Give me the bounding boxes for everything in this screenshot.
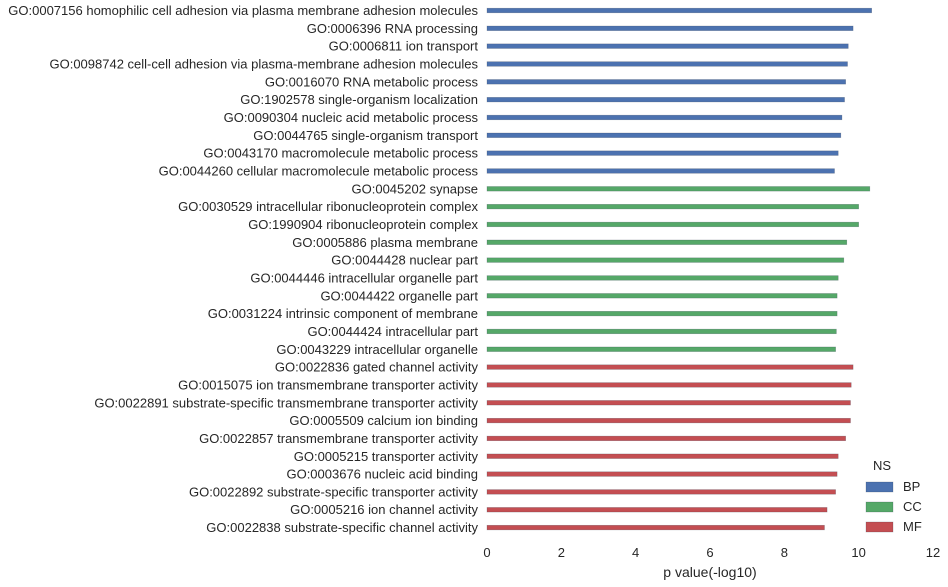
category-label: GO:0044422 organelle part (320, 288, 478, 303)
x-tick-label: 4 (632, 545, 639, 560)
bar-mf (486, 524, 825, 531)
category-label: GO:0022838 substrate-specific channel ac… (206, 520, 478, 535)
bar-mf (486, 489, 836, 495)
bar-bp (486, 168, 835, 174)
bar-bp (486, 132, 842, 138)
bar-mf (486, 453, 839, 459)
legend-label-cc: CC (903, 499, 922, 514)
category-label: GO:0006811 ion transport (329, 39, 479, 54)
category-label: GO:0090304 nucleic acid metabolic proces… (224, 110, 479, 125)
legend-label-mf: MF (903, 519, 922, 534)
bar-cc (486, 346, 836, 352)
category-label: GO:0022836 gated channel activity (275, 360, 479, 375)
x-axis-ticks: 0 2 4 6 8 10 12 (483, 545, 940, 560)
legend: NS BP CC MF (865, 458, 922, 534)
category-label: GO:0098742 cell-cell adhesion via plasma… (49, 56, 478, 71)
bar-bp (486, 97, 845, 103)
bar-mf (486, 417, 851, 424)
category-label: GO:0043229 intracellular organelle (276, 342, 478, 357)
bar-cc (486, 311, 838, 317)
bar-bp (486, 150, 839, 156)
category-label: GO:0044765 single-organism transport (253, 128, 478, 143)
category-labels: GO:0007156 homophilic cell adhesion via … (8, 3, 478, 535)
bar-cc (486, 257, 845, 263)
bar-bp (486, 79, 846, 85)
category-label: GO:0005886 plasma membrane (292, 235, 478, 250)
bar-cc (486, 275, 839, 281)
bar-cc (486, 221, 859, 228)
category-label: GO:0044428 nuclear part (331, 253, 478, 268)
bar-mf (486, 400, 851, 406)
category-label: GO:0005215 transporter activity (294, 449, 479, 464)
category-label: GO:0005216 ion channel activity (290, 502, 478, 517)
category-label: GO:0022891 substrate-specific transmembr… (94, 395, 478, 410)
x-axis-title: p value(-log10) (663, 564, 756, 580)
category-label: GO:0003676 nucleic acid binding (286, 467, 478, 482)
legend-swatch-bp (865, 481, 894, 493)
category-label: GO:0015075 ion transmembrane transporter… (178, 377, 478, 392)
bar-bp (486, 43, 849, 49)
bar-bp (486, 61, 848, 67)
category-label: GO:0006396 RNA processing (307, 21, 478, 36)
category-label: GO:0044446 intracellular organelle part (250, 270, 478, 285)
category-label: GO:0016070 RNA metabolic process (265, 74, 479, 89)
x-tick-label: 0 (483, 545, 490, 560)
category-label: GO:0043170 macromolecule metabolic proce… (203, 146, 478, 161)
legend-title: NS (873, 458, 891, 473)
x-tick-label: 8 (781, 545, 788, 560)
legend-label-bp: BP (903, 479, 920, 494)
x-tick-label: 12 (926, 545, 940, 560)
category-label: GO:1902578 single-organism localization (240, 92, 478, 107)
bars-group (486, 7, 872, 531)
category-label: GO:0005509 calcium ion binding (289, 413, 478, 428)
x-tick-label: 6 (706, 545, 713, 560)
bar-mf (486, 507, 828, 513)
bar-cc (486, 293, 838, 299)
category-label: GO:0030529 intracellular ribonucleoprote… (178, 199, 478, 214)
bar-cc (486, 239, 848, 245)
legend-swatch-mf (865, 521, 894, 533)
category-label: GO:0045202 synapse (352, 181, 478, 196)
category-label: GO:0022857 transmembrane transporter act… (199, 431, 478, 446)
bar-cc (486, 328, 837, 335)
bar-bp (486, 7, 872, 14)
x-tick-label: 10 (851, 545, 865, 560)
bar-mf (486, 435, 846, 442)
category-label: GO:1990904 ribonucleoprotein complex (248, 217, 478, 232)
category-label: GO:0022892 substrate-specific transporte… (189, 484, 479, 499)
legend-swatch-cc (865, 501, 894, 513)
bar-bp (486, 25, 854, 31)
category-label: GO:0031224 intrinsic component of membra… (208, 306, 478, 321)
x-tick-label: 2 (558, 545, 565, 560)
bar-bp (486, 114, 843, 121)
category-label: GO:0044424 intracellular part (307, 324, 478, 339)
category-label: GO:0007156 homophilic cell adhesion via … (8, 3, 478, 18)
bar-mf (486, 364, 854, 370)
bar-cc (486, 186, 871, 192)
bar-mf (486, 382, 852, 388)
category-label: GO:0044260 cellular macromolecule metabo… (159, 163, 479, 178)
bar-mf (486, 471, 838, 477)
bar-cc (486, 204, 859, 210)
